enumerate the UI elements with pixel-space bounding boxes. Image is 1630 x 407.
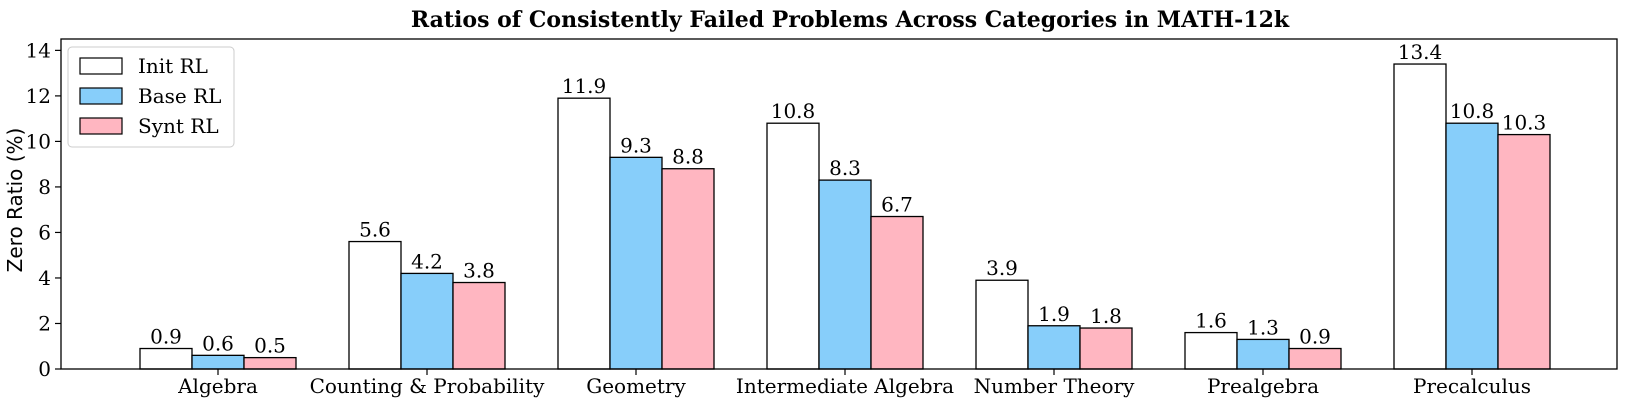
chart-title: Ratios of Consistently Failed Problems A…	[411, 7, 1290, 33]
bar	[1445, 122, 1499, 370]
bar	[557, 97, 611, 370]
bar	[139, 347, 193, 370]
data-label: 3.8	[463, 259, 495, 283]
legend-swatch	[79, 57, 123, 75]
data-label: 1.8	[1090, 304, 1122, 328]
bar	[1288, 347, 1342, 370]
data-label: 10.8	[771, 99, 816, 123]
data-label: 8.3	[829, 156, 861, 180]
y-tick-label: 10	[26, 129, 51, 153]
bar	[400, 272, 454, 370]
bar	[1079, 327, 1133, 370]
data-label: 0.5	[254, 334, 286, 358]
bar	[1393, 63, 1447, 370]
y-axis-ticks: 0 2 4 6 8 10 12 14	[26, 38, 61, 381]
legend-label: Synt RL	[138, 114, 219, 138]
bar	[191, 354, 245, 370]
data-label: 0.9	[150, 325, 182, 349]
x-tick-label: Counting & Probability	[310, 374, 546, 398]
data-label: 3.9	[986, 256, 1018, 280]
data-label: 0.9	[1299, 325, 1331, 349]
y-tick-label: 8	[38, 175, 51, 199]
bar	[243, 356, 297, 370]
legend-swatch	[79, 87, 123, 105]
x-tick-label: Geometry	[586, 374, 686, 398]
bar	[818, 179, 872, 370]
y-tick-label: 6	[38, 220, 51, 244]
bar	[1027, 325, 1081, 370]
y-tick-label: 2	[38, 311, 51, 335]
bar	[348, 240, 402, 370]
legend-label: Init RL	[138, 54, 208, 78]
plot-frame	[60, 38, 1618, 370]
data-label: 1.3	[1247, 315, 1279, 339]
x-axis-ticks: Algebra Counting & Probability Geometry Int…	[177, 369, 1531, 398]
data-label: 9.3	[620, 133, 652, 157]
data-label: 1.9	[1038, 302, 1070, 326]
data-label: 11.9	[562, 74, 607, 98]
data-label: 6.7	[881, 193, 913, 217]
bar	[1236, 338, 1290, 370]
x-tick-label: Algebra	[177, 374, 258, 398]
legend-swatch	[79, 117, 123, 135]
bar	[766, 122, 820, 370]
x-tick-label: Intermediate Algebra	[736, 374, 954, 398]
legend-label: Base RL	[138, 84, 221, 108]
y-tick-label: 0	[38, 357, 51, 381]
y-axis-label: Zero Ratio (%)	[3, 128, 27, 273]
bar	[609, 156, 663, 370]
bar	[870, 215, 924, 370]
y-tick-label: 4	[38, 266, 51, 290]
x-tick-label: Number Theory	[974, 374, 1136, 398]
bar	[452, 281, 506, 370]
data-label: 10.8	[1450, 99, 1495, 123]
bar	[661, 168, 715, 370]
legend: Init RL Base RL Synt RL	[67, 46, 235, 148]
bar	[975, 279, 1029, 370]
data-label: 13.4	[1398, 40, 1443, 64]
data-label: 4.2	[411, 249, 443, 273]
x-tick-label: Prealgebra	[1207, 374, 1319, 398]
y-tick-label: 14	[26, 38, 51, 62]
data-label: 10.3	[1502, 111, 1547, 135]
data-label: 0.6	[202, 331, 234, 355]
x-tick-label: Precalculus	[1413, 374, 1531, 398]
bar	[1184, 331, 1238, 370]
bars-layer: 0.9 0.6 0.5 5.6 4.2 3.8 11.9 9.3 8.8 10.8 8.3 6.7 3.…	[139, 40, 1551, 370]
data-label: 8.8	[672, 145, 704, 169]
data-label: 1.6	[1195, 309, 1227, 333]
data-label: 5.6	[359, 218, 391, 242]
bar	[1497, 133, 1551, 370]
y-tick-label: 12	[26, 84, 51, 108]
